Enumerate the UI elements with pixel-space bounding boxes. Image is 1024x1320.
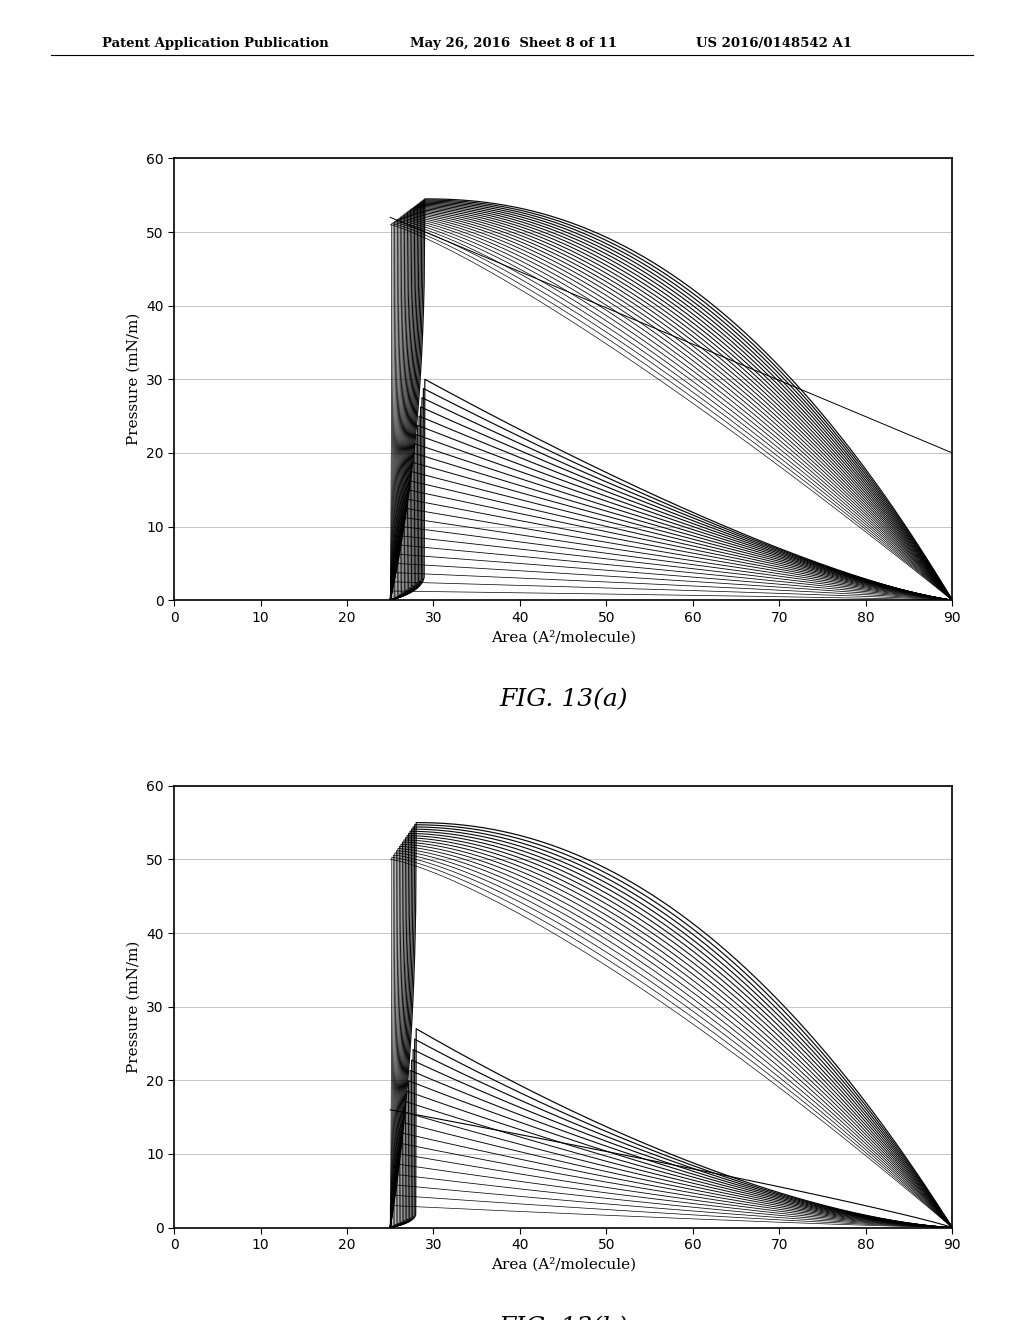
Y-axis label: Pressure (mN/m): Pressure (mN/m) [127, 941, 140, 1073]
Text: FIG. 13(b): FIG. 13(b) [499, 1316, 628, 1320]
X-axis label: Area (A²/molecule): Area (A²/molecule) [490, 630, 636, 644]
X-axis label: Area (A²/molecule): Area (A²/molecule) [490, 1258, 636, 1272]
Text: Patent Application Publication: Patent Application Publication [102, 37, 329, 50]
Text: FIG. 13(a): FIG. 13(a) [499, 689, 628, 711]
Text: US 2016/0148542 A1: US 2016/0148542 A1 [696, 37, 852, 50]
Y-axis label: Pressure (mN/m): Pressure (mN/m) [127, 313, 140, 445]
Text: May 26, 2016  Sheet 8 of 11: May 26, 2016 Sheet 8 of 11 [410, 37, 616, 50]
